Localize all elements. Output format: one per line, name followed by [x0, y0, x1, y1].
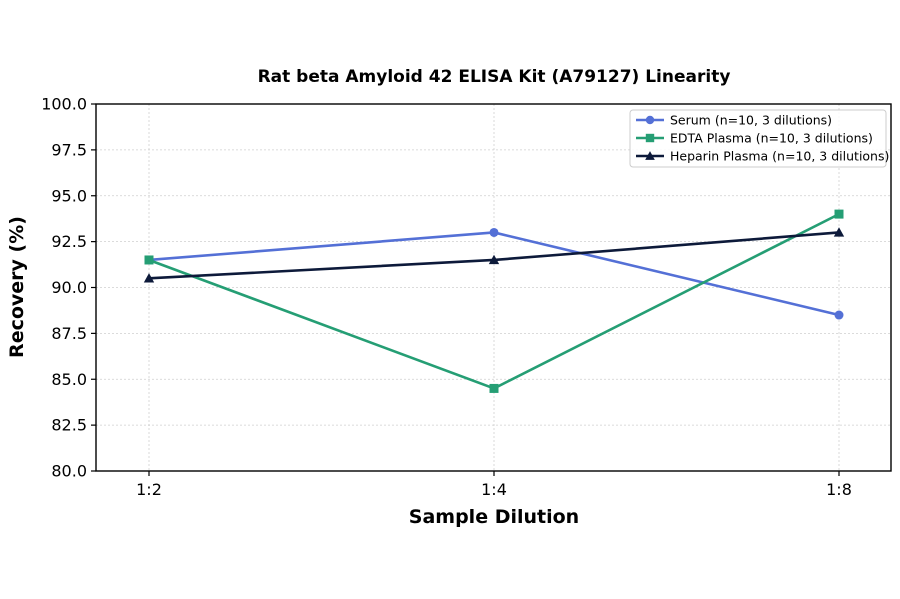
data-point-circle — [489, 227, 499, 237]
x-tick-label: 1:2 — [136, 480, 162, 499]
y-tick-label: 80.0 — [51, 462, 87, 481]
data-point-circle — [834, 310, 844, 320]
legend-entry: Heparin Plasma (n=10, 3 dilutions) — [636, 149, 889, 164]
chart-title: Rat beta Amyloid 42 ELISA Kit (A79127) L… — [258, 67, 731, 87]
x-axis-label: Sample Dilution — [409, 506, 579, 528]
y-tick-label: 95.0 — [51, 186, 87, 205]
data-point-square — [144, 255, 154, 265]
series-2 — [144, 209, 844, 393]
x-tick-label: 1:8 — [826, 480, 852, 499]
y-tick-label: 87.5 — [51, 324, 87, 343]
y-axis-label: Recovery (%) — [6, 216, 28, 358]
y-tick-label: 97.5 — [51, 140, 87, 159]
legend-label: EDTA Plasma (n=10, 3 dilutions) — [670, 131, 873, 146]
data-point-triangle — [143, 273, 155, 283]
series-layer — [143, 209, 845, 393]
y-tick-label: 90.0 — [51, 278, 87, 297]
data-point-square — [834, 209, 844, 219]
data-point-triangle — [645, 151, 655, 160]
legend-entry: Serum (n=10, 3 dilutions) — [636, 113, 832, 128]
y-tick-label: 85.0 — [51, 370, 87, 389]
legend-entry: EDTA Plasma (n=10, 3 dilutions) — [636, 131, 873, 146]
x-tick-label: 1:4 — [481, 480, 507, 499]
axis-ticks: 80.0 82.5 85.0 87.5 90.0 92.5 95.0 97.5 100.0 1:2… — [41, 95, 852, 500]
y-tick-label: 92.5 — [51, 232, 87, 251]
legend: Serum (n=10, 3 dilutions) EDTA Plasma (n=… — [629, 109, 889, 168]
data-point-square — [489, 383, 499, 393]
legend-box — [629, 109, 887, 168]
data-point-square — [645, 133, 655, 143]
y-tick-label: 82.5 — [51, 416, 87, 435]
data-point-circle — [645, 115, 655, 125]
data-point-triangle — [488, 254, 500, 265]
data-point-triangle — [833, 227, 845, 237]
series-3 — [143, 227, 845, 283]
y-tick-label: 100.0 — [41, 95, 87, 114]
legend-label: Serum (n=10, 3 dilutions) — [670, 113, 832, 128]
legend-label: Heparin Plasma (n=10, 3 dilutions) — [670, 149, 889, 164]
